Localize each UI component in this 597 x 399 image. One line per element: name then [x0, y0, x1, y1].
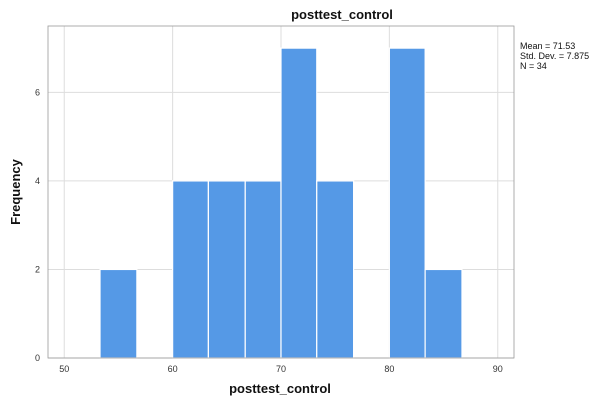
y-tick-label-0: 0: [35, 353, 40, 363]
stats-n: N = 34: [520, 61, 547, 71]
histogram-bar-2: [207, 180, 246, 359]
x-tick-label-3: 80: [384, 364, 394, 374]
histogram-bar-0: [99, 268, 138, 359]
histogram-bar-5: [316, 180, 355, 359]
stats-std-dev: Std. Dev. = 7.875: [520, 51, 589, 61]
y-tick-label-3: 6: [35, 87, 40, 97]
x-tick-label-0: 50: [59, 364, 69, 374]
x-axis-label: posttest_control: [229, 381, 331, 396]
x-tick-label-2: 70: [276, 364, 286, 374]
tick-layer: 50 60 70 80 90 0 2 4 6: [35, 87, 503, 374]
histogram-bar-6: [388, 47, 426, 359]
y-axis-label: Frequency: [8, 158, 23, 225]
y-tick-label-2: 4: [35, 176, 40, 186]
chart-title: posttest_control: [291, 7, 393, 22]
plot-frame: [47, 25, 515, 359]
histogram-bar-3: [244, 180, 282, 359]
y-tick-label-1: 2: [35, 264, 40, 274]
x-tick-label-4: 90: [493, 364, 503, 374]
histogram-bar-7: [424, 268, 463, 359]
bar-layer: [99, 47, 463, 359]
stats-box: Mean = 71.53 Std. Dev. = 7.875 N = 34: [520, 41, 589, 71]
x-tick-label-1: 60: [168, 364, 178, 374]
histogram-bar-4: [280, 47, 318, 359]
stats-mean: Mean = 71.53: [520, 41, 575, 51]
histogram-bar-1: [172, 180, 209, 359]
